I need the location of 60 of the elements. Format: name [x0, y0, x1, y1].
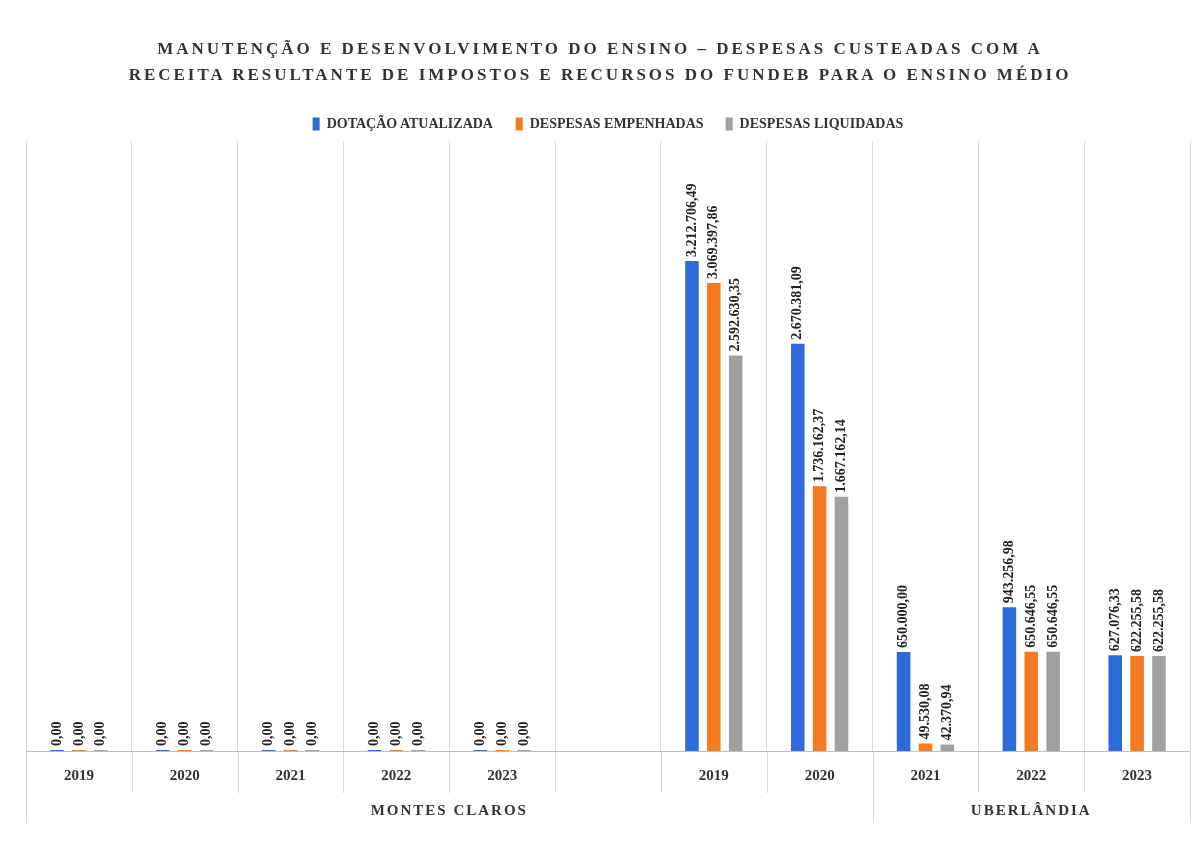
data-label: 650.000,00: [895, 584, 911, 648]
data-label: 0,00: [471, 721, 487, 746]
bar: [1152, 656, 1166, 751]
legend-label: DESPESAS LIQUIDADAS: [739, 115, 904, 131]
data-label: 0,00: [176, 721, 192, 746]
bar: [1130, 656, 1144, 751]
data-label: 1.667.162,14: [833, 419, 849, 493]
data-label: 627.076,33: [1106, 588, 1122, 652]
text: UBERLÂNDIA: [970, 801, 1092, 818]
data-label: 2.592.630,35: [727, 278, 743, 352]
data-label: 0,00: [260, 721, 276, 746]
x-tick-label: 2021: [910, 766, 941, 783]
bar: [1108, 655, 1122, 751]
x-tick-label: 2021: [275, 766, 306, 783]
chart-title: MANUTENÇÃO E DESENVOLVIMENTO DO ENSINO – DESPESAS CUSTEADAS COM A RECEITA RESULTANTE DE IMPOSTOS E RECURSOS DO FUNDEB PARA O ENSINO MÉDIO: [127, 38, 1073, 86]
data-label: 0,00: [515, 721, 531, 746]
bar: [728, 355, 743, 751]
data-label: 622.255,58: [1128, 589, 1144, 653]
data-label: 0,00: [387, 721, 403, 746]
data-label: 1.736.162,37: [811, 408, 827, 483]
bar: [834, 496, 849, 751]
x-tick-label: 2022: [381, 766, 412, 783]
x-tick-label: 2023: [487, 766, 518, 783]
x-tick-label: 2020: [169, 766, 200, 783]
data-label: 0,00: [409, 721, 425, 746]
data-label: 622.255,58: [1150, 589, 1166, 653]
bar: [790, 343, 805, 751]
x-tick-label: 2019: [63, 766, 94, 783]
bar: [812, 486, 827, 751]
legend-label: DESPESAS EMPENHADAS: [529, 115, 704, 131]
x-tick-label: 2019: [698, 766, 729, 783]
data-label: 0,00: [366, 721, 382, 746]
data-label: 943.256,98: [1001, 540, 1017, 604]
data-label: 0,00: [198, 721, 214, 746]
data-label: 0,00: [304, 721, 320, 746]
data-label: 0,00: [493, 721, 509, 746]
x-tick-label: 2020: [804, 766, 835, 783]
data-label: 650.646,55: [1022, 584, 1038, 648]
data-label: 0,00: [48, 721, 64, 746]
text: MONTES CLAROS: [370, 801, 528, 818]
bar: [1024, 651, 1039, 751]
legend-label: DOTAÇÃO ATUALIZADA: [326, 113, 494, 131]
bar: [918, 743, 933, 751]
data-label: 49.530,08: [917, 683, 933, 740]
data-label: 0,00: [282, 721, 298, 746]
data-label: 3.069.397,86: [705, 205, 721, 279]
data-label: 650.646,55: [1044, 584, 1060, 648]
bar: [685, 261, 699, 751]
bar: [896, 651, 911, 751]
x-tick-label: 2023: [1122, 766, 1153, 783]
x-tick-label: 2022: [1016, 766, 1047, 783]
data-label: 0,00: [92, 721, 108, 746]
bar: [707, 282, 721, 751]
data-label: 42.370,94: [938, 684, 954, 741]
data-label: 0,00: [154, 721, 170, 746]
data-label: 3.212.706,49: [683, 183, 699, 258]
bar: [1046, 651, 1060, 751]
data-label: 2.670.381,09: [789, 266, 805, 340]
data-label: 0,00: [70, 721, 86, 746]
bar: [1002, 607, 1017, 751]
